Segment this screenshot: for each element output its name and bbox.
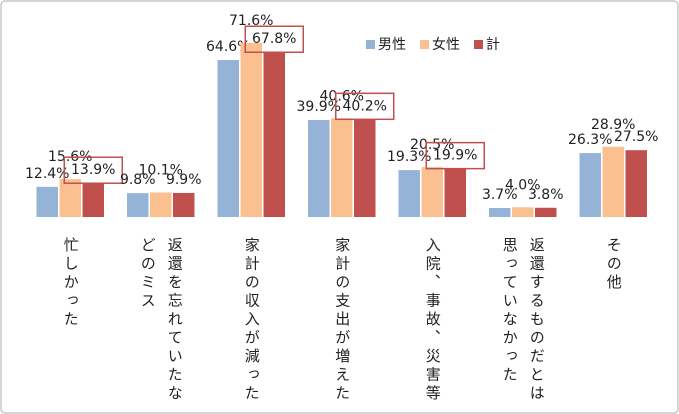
x-tick-label: 忙しかった: [61, 237, 80, 330]
bar: [173, 192, 195, 217]
legend-swatch: [420, 40, 429, 49]
bar: [579, 153, 601, 217]
legend-label: 女性: [432, 36, 460, 53]
bar: [625, 150, 647, 217]
bar: [127, 193, 149, 217]
bar: [602, 146, 624, 217]
x-tick-label: 返還するものだとは 思っていなかった: [500, 237, 546, 404]
bar: [489, 208, 511, 217]
highlight-box: [335, 92, 395, 121]
legend-label: 男性: [378, 37, 406, 53]
data-label: 39.9%: [297, 99, 341, 115]
data-label: 40.2%: [343, 98, 387, 114]
bar: [308, 120, 330, 217]
x-tick-label: 家計の支出が増えた: [333, 237, 352, 404]
data-label: 3.8%: [528, 187, 564, 203]
data-label: 26.3%: [568, 132, 612, 148]
bar: [512, 207, 534, 217]
x-tick-label: その他: [604, 237, 623, 293]
data-label: 19.9%: [433, 148, 477, 164]
data-label: 28.9%: [591, 117, 635, 133]
bar: [59, 179, 81, 217]
bar: [398, 170, 420, 217]
highlight-box: [244, 25, 304, 53]
x-tick-label: 家計の収入が減った: [242, 237, 261, 404]
bar: [444, 168, 466, 217]
data-label: 9.8%: [120, 172, 156, 188]
bar: [240, 43, 262, 218]
highlight-box: [425, 141, 485, 170]
data-label: 3.7%: [482, 187, 518, 203]
legend-swatch: [474, 40, 483, 49]
x-tick-label: 入院、事故、災害等: [423, 237, 442, 404]
data-label: 9.9%: [166, 172, 202, 188]
bar: [36, 186, 58, 217]
data-label: 13.9%: [71, 162, 115, 178]
data-label: 40.6%: [320, 88, 364, 104]
bar: [263, 52, 285, 217]
data-label: 12.4%: [25, 166, 69, 182]
data-label: 71.6%: [229, 13, 273, 29]
bar: [421, 167, 443, 217]
bar: [331, 118, 353, 217]
data-label: 4.0%: [505, 177, 541, 193]
legend-label: 計: [486, 37, 500, 53]
data-label: 10.1%: [139, 162, 183, 178]
bar: [354, 119, 376, 217]
bar: [217, 60, 239, 217]
data-label: 64.6%: [206, 39, 250, 55]
data-label: 20.5%: [410, 137, 454, 153]
data-label: 19.3%: [387, 149, 431, 165]
data-label: 67.8%: [252, 31, 296, 47]
highlight-box: [63, 156, 123, 184]
bar: [150, 192, 172, 217]
data-label: 27.5%: [614, 129, 658, 145]
bar: [535, 207, 557, 217]
bar: [82, 183, 104, 217]
x-tick-label: 返還を忘れていたな どのミス: [138, 237, 184, 404]
legend-swatch: [366, 40, 375, 49]
